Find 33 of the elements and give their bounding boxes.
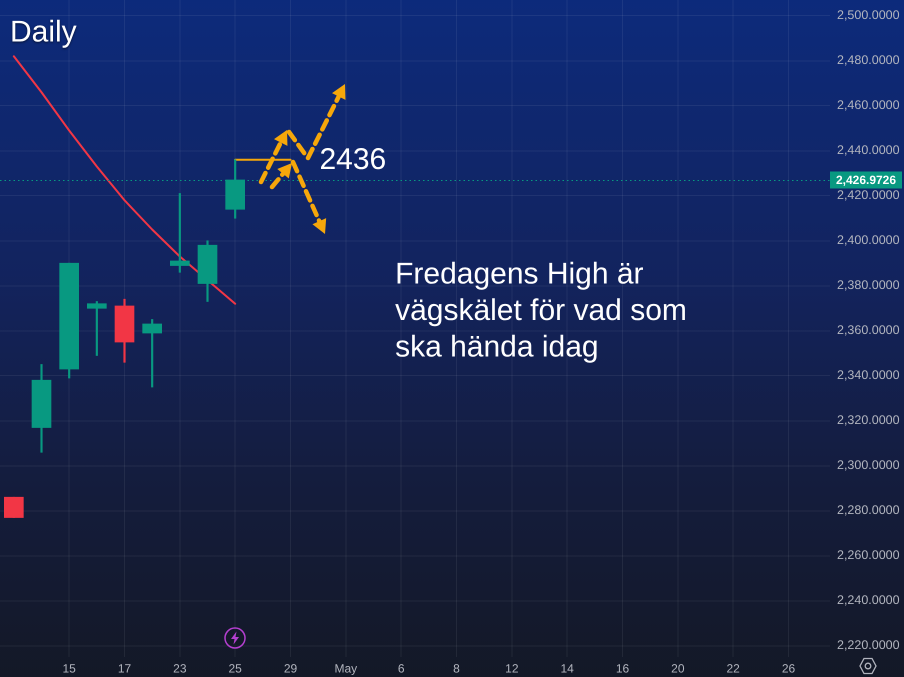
x-tick-label: 6	[398, 662, 405, 676]
y-tick-label: 2,360.0000	[837, 323, 900, 338]
y-tick-label: 2,240.0000	[837, 593, 900, 608]
y-tick-label: 2,260.0000	[837, 548, 900, 562]
text: Daily	[10, 15, 77, 48]
x-tick-label: 17	[118, 662, 132, 676]
x-tick-label: May	[334, 662, 358, 676]
x-tick-label: 23	[173, 662, 187, 676]
x-tick-label: 14	[560, 662, 574, 676]
x-tick-label: 26	[782, 662, 796, 676]
y-tick-label: 2,440.0000	[837, 143, 900, 158]
x-tick-label: 8	[453, 662, 460, 676]
x-tick-label: 22	[726, 662, 740, 676]
y-tick-label: 2,460.0000	[837, 98, 900, 112]
x-tick-label: 15	[62, 662, 76, 676]
annotation: Fredagens High är vägskälet för vad som ska hända idag	[395, 258, 687, 364]
x-tick-label: 25	[228, 662, 242, 676]
y-tick-label: 2,480.0000	[837, 53, 900, 68]
x-tick-label: 20	[671, 662, 685, 676]
y-tick-label: 2,280.0000	[837, 503, 900, 518]
y-tick-label: 2,220.0000	[837, 638, 900, 652]
annotation: 2436	[320, 143, 386, 176]
y-tick-label: 2,500.0000	[837, 8, 900, 22]
y-tick-label: 2,400.0000	[837, 233, 900, 248]
x-tick-label: 16	[616, 662, 630, 676]
y-tick-label: 2,420.0000	[837, 188, 900, 202]
y-tick-label: 2,320.0000	[837, 413, 900, 428]
x-tick-label: 29	[284, 662, 298, 676]
ref-line-label: 2,426.9726	[836, 172, 896, 187]
x-tick-label: 12	[505, 662, 519, 676]
y-tick-label: 2,300.0000	[837, 458, 900, 472]
y-tick-label: 2,340.0000	[837, 368, 900, 382]
y-tick-label: 2,380.0000	[837, 278, 900, 292]
